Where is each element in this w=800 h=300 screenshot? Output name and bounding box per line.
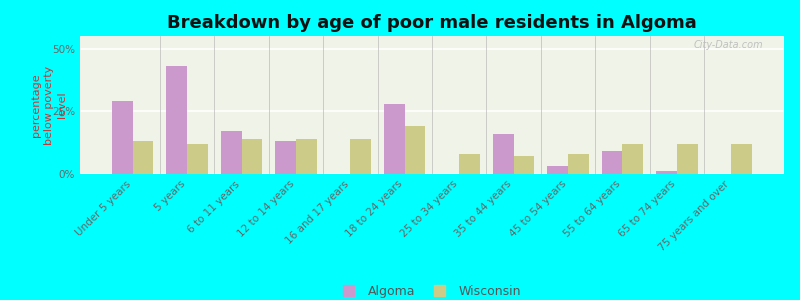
Bar — [677, 144, 698, 174]
Bar — [602, 152, 622, 174]
Bar — [166, 66, 187, 174]
Y-axis label: percentage
below poverty
level: percentage below poverty level — [31, 65, 67, 145]
Bar — [384, 104, 405, 174]
Title: Breakdown by age of poor male residents in Algoma: Breakdown by age of poor male residents … — [167, 14, 697, 32]
Bar — [296, 139, 317, 174]
Bar — [514, 156, 534, 174]
Bar — [493, 134, 514, 174]
Bar — [112, 101, 133, 174]
Bar — [731, 144, 752, 174]
Bar — [275, 141, 296, 174]
Bar — [547, 167, 568, 174]
Bar — [459, 154, 480, 174]
Bar — [568, 154, 589, 174]
Bar — [242, 139, 262, 174]
Bar — [405, 126, 426, 174]
Legend: Algoma, Wisconsin: Algoma, Wisconsin — [338, 280, 526, 300]
Bar — [350, 139, 371, 174]
Bar — [221, 131, 242, 174]
Bar — [622, 144, 643, 174]
Bar — [656, 172, 677, 174]
Bar — [133, 141, 154, 174]
Text: City-Data.com: City-Data.com — [694, 40, 763, 50]
Bar — [187, 144, 208, 174]
